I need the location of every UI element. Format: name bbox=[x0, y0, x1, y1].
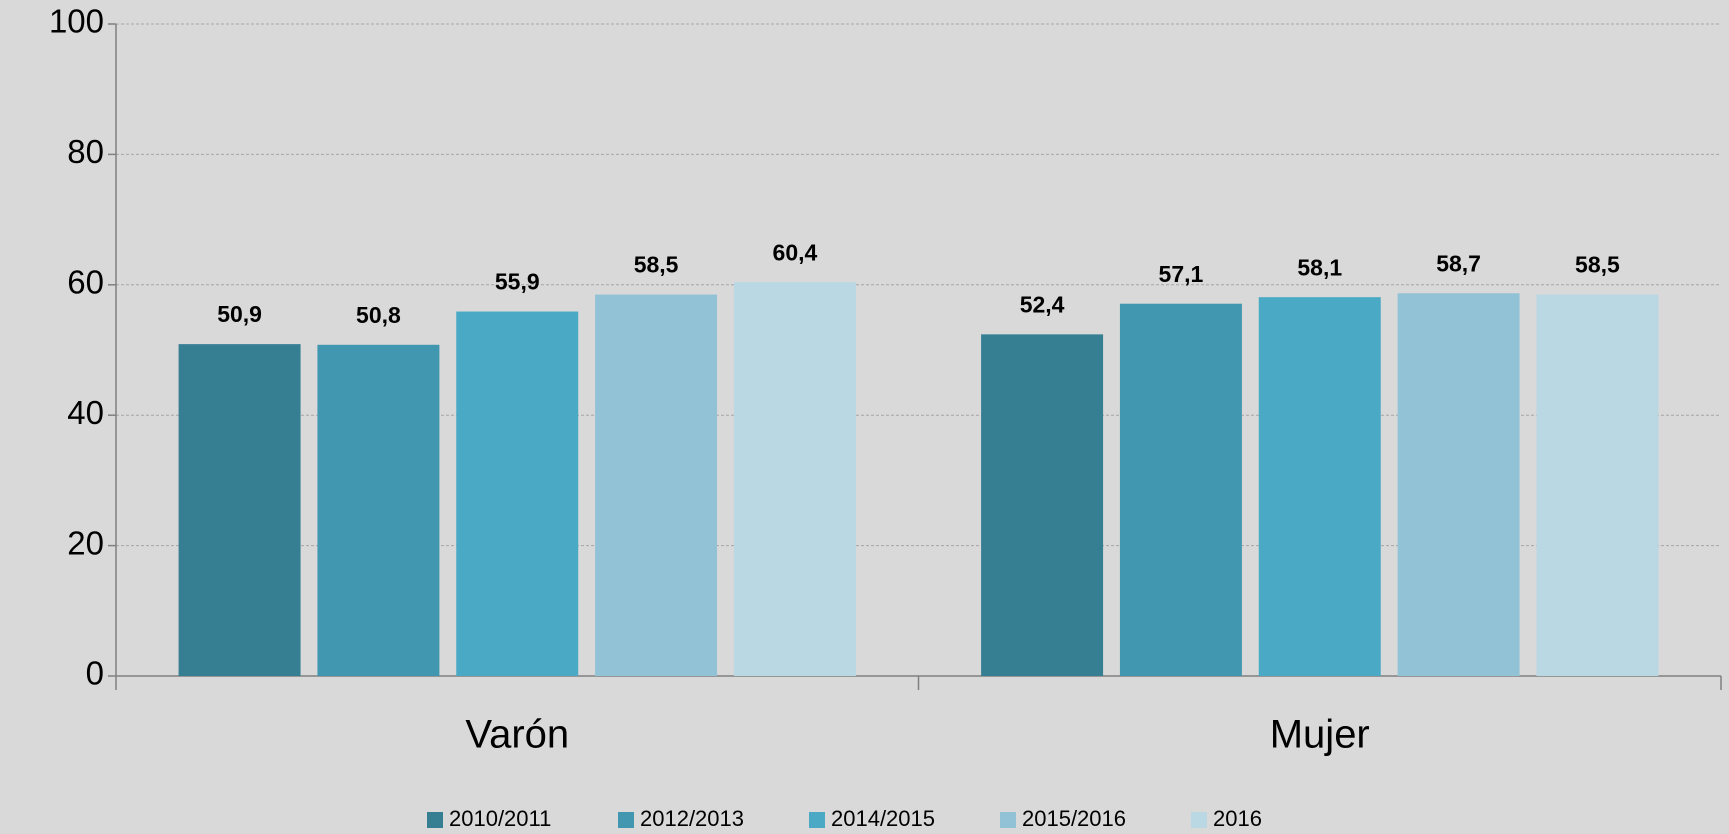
data-label: 57,1 bbox=[1159, 261, 1204, 287]
legend-swatch bbox=[809, 812, 825, 828]
bar bbox=[1119, 303, 1242, 676]
bar bbox=[733, 282, 856, 676]
legend-label: 2016 bbox=[1213, 806, 1262, 831]
y-tick-label: 60 bbox=[67, 264, 104, 301]
x-tick-label: Mujer bbox=[1270, 713, 1370, 757]
y-tick-label: 80 bbox=[67, 133, 104, 170]
bar bbox=[178, 344, 301, 676]
data-label: 50,9 bbox=[217, 301, 262, 327]
bar bbox=[981, 334, 1104, 676]
data-label: 58,5 bbox=[1575, 252, 1620, 278]
y-tick-label: 20 bbox=[67, 524, 104, 561]
legend-swatch bbox=[1191, 812, 1207, 828]
legend-swatch bbox=[618, 812, 634, 828]
legend-swatch bbox=[427, 812, 443, 828]
legend-label: 2015/2016 bbox=[1022, 806, 1126, 831]
data-label: 58,7 bbox=[1436, 250, 1481, 276]
y-tick-label: 40 bbox=[67, 394, 104, 431]
legend-swatch bbox=[1000, 812, 1016, 828]
legend-label: 2010/2011 bbox=[449, 806, 551, 831]
bar bbox=[1536, 294, 1659, 676]
data-label: 60,4 bbox=[773, 239, 818, 265]
data-label: 58,1 bbox=[1297, 254, 1342, 280]
bar bbox=[595, 294, 718, 676]
data-label: 52,4 bbox=[1020, 291, 1065, 317]
bar bbox=[1258, 297, 1381, 676]
y-tick-label: 100 bbox=[49, 3, 104, 40]
y-tick-label: 0 bbox=[86, 655, 104, 692]
data-label: 58,5 bbox=[634, 252, 679, 278]
bar bbox=[456, 311, 579, 676]
bar bbox=[1397, 293, 1520, 676]
x-tick-label: Varón bbox=[465, 713, 569, 757]
bar bbox=[317, 344, 440, 676]
data-label: 50,8 bbox=[356, 302, 401, 328]
data-label: 55,9 bbox=[495, 269, 540, 295]
legend-label: 2012/2013 bbox=[640, 806, 744, 831]
legend-label: 2014/2015 bbox=[831, 806, 935, 831]
